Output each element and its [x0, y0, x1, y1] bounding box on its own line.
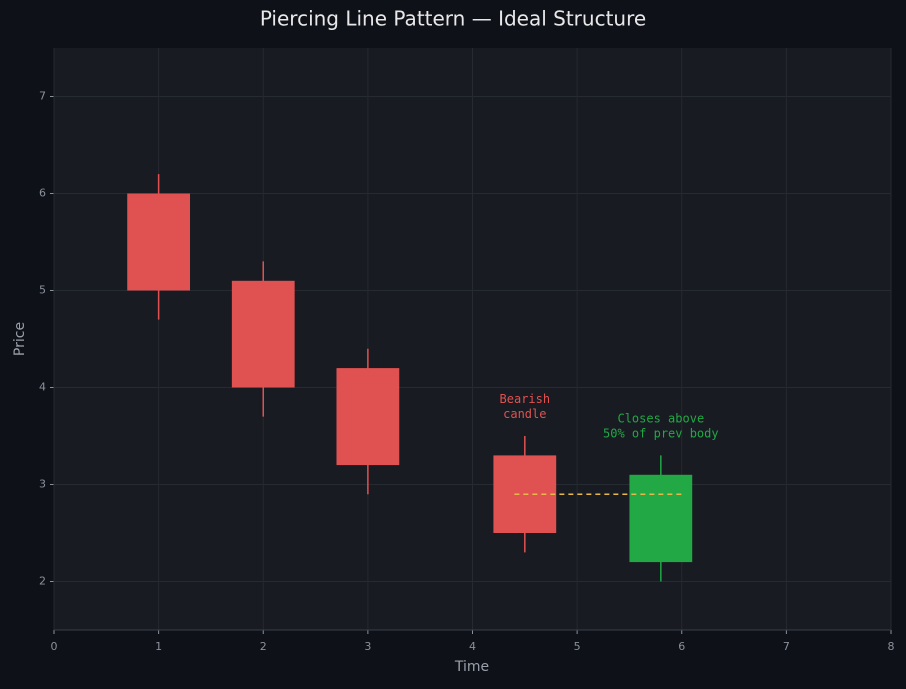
candle-body — [629, 474, 693, 563]
y-tick-label: 6 — [39, 187, 46, 200]
x-tick-label: 1 — [155, 640, 162, 653]
y-tick-label: 5 — [39, 284, 46, 297]
candle-body — [231, 280, 295, 388]
y-tick-label: 4 — [39, 381, 46, 394]
x-tick-label: 8 — [888, 640, 895, 653]
candle-body — [336, 368, 400, 466]
annotation: 50% of prev body — [603, 426, 719, 440]
chart-title: Piercing Line Pattern — Ideal Structure — [260, 7, 646, 31]
x-tick-label: 5 — [574, 640, 581, 653]
annotation: candle — [503, 407, 546, 421]
annotation: Closes above — [617, 411, 704, 425]
candle-body — [127, 193, 191, 291]
y-axis-label: Price — [12, 322, 28, 356]
y-tick-label: 2 — [39, 575, 46, 588]
annotation: Bearish — [500, 392, 551, 406]
x-tick-label: 0 — [51, 640, 58, 653]
x-tick-label: 7 — [783, 640, 790, 653]
x-tick-label: 6 — [678, 640, 685, 653]
y-tick-label: 7 — [39, 90, 46, 103]
x-tick-label: 3 — [364, 640, 371, 653]
y-tick-label: 3 — [39, 478, 46, 491]
x-tick-label: 2 — [260, 640, 267, 653]
x-tick-label: 4 — [469, 640, 476, 653]
x-axis-label: Time — [454, 659, 489, 675]
